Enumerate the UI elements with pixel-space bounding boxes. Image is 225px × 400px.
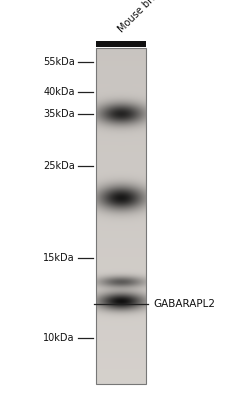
Bar [96, 48, 145, 384]
Text: 40kDa: 40kDa [43, 87, 74, 97]
Text: GABARAPL2: GABARAPL2 [153, 299, 215, 309]
Text: 15kDa: 15kDa [43, 253, 74, 263]
Text: 55kDa: 55kDa [43, 57, 74, 67]
Text: 25kDa: 25kDa [43, 161, 74, 171]
Text: 10kDa: 10kDa [43, 333, 74, 343]
Text: Mouse brain: Mouse brain [116, 0, 165, 34]
Text: 35kDa: 35kDa [43, 109, 74, 119]
Bar [96, 41, 145, 47]
